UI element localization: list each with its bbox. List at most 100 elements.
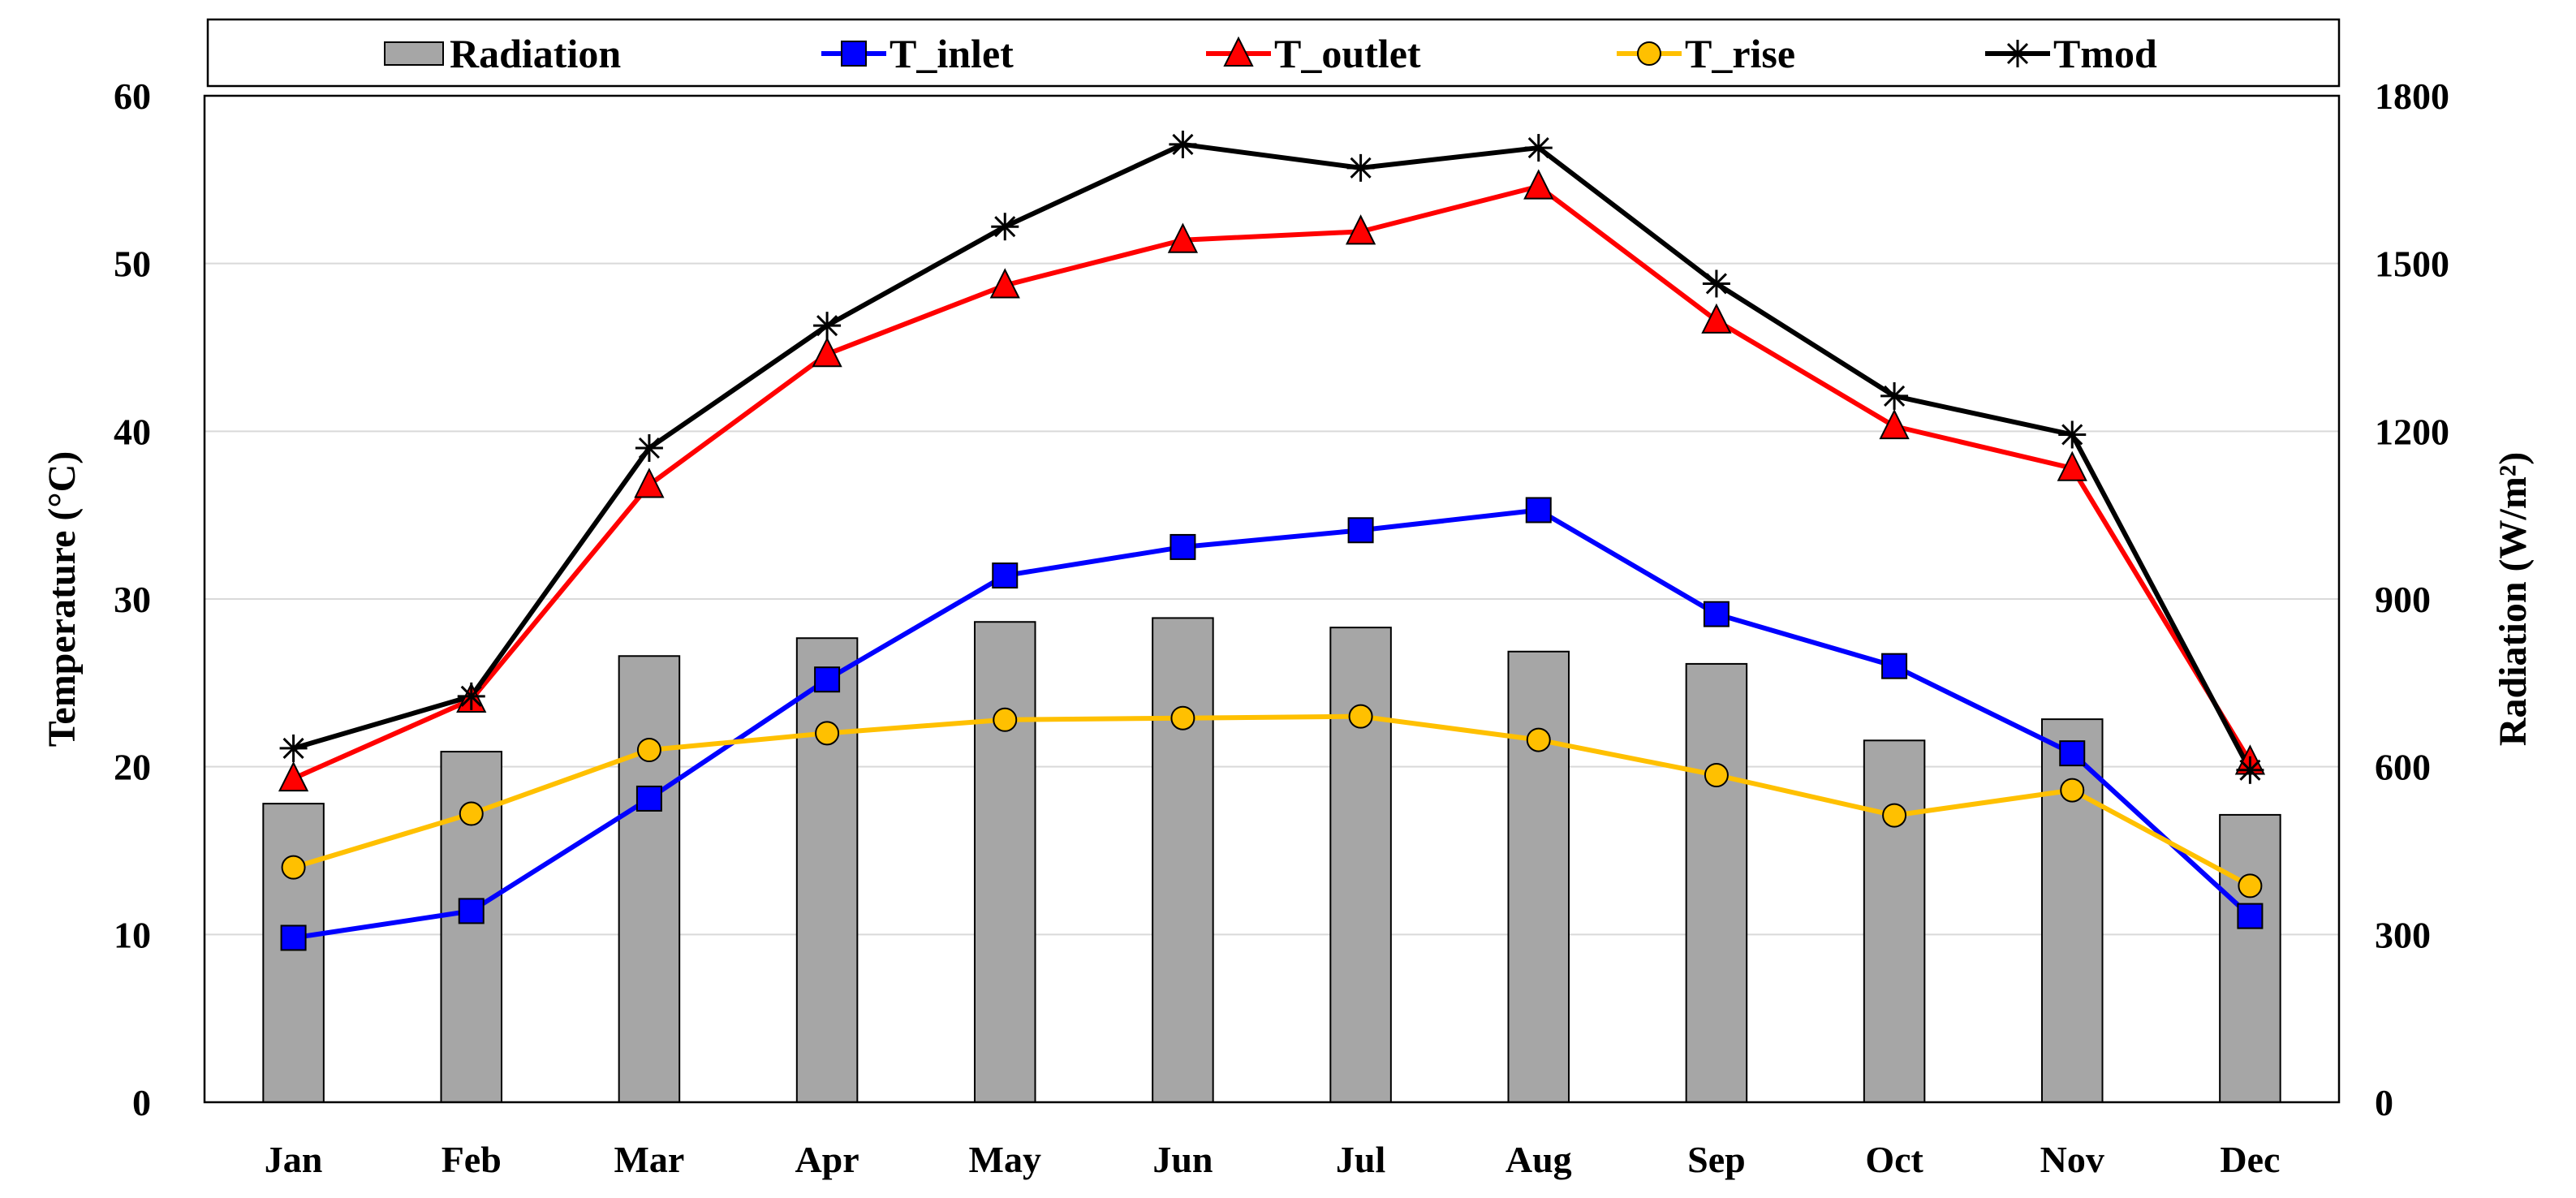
t-rise-point-may bbox=[993, 707, 1018, 732]
x-tick-label: Jan bbox=[265, 1139, 323, 1180]
x-tick-label: Jul bbox=[1336, 1139, 1385, 1180]
t-rise-point-jul bbox=[1348, 704, 1373, 729]
t-inlet-point-jul bbox=[1347, 517, 1374, 544]
temperature-lines bbox=[278, 130, 2266, 951]
t-rise-point-mar bbox=[636, 738, 661, 762]
legend-entry-radiation: Radiation bbox=[384, 31, 621, 76]
x-tick-label: Mar bbox=[614, 1139, 684, 1180]
t-outlet-point-mar bbox=[634, 468, 665, 498]
t-rise-point-aug bbox=[1526, 727, 1551, 752]
right-tick-label: 1800 bbox=[2375, 75, 2449, 117]
t-inlet-point-may bbox=[992, 562, 1019, 589]
x-tick-label: Dec bbox=[2220, 1139, 2280, 1180]
tmod-point-jul bbox=[1346, 153, 1375, 182]
t-inlet-point-jun bbox=[1170, 533, 1196, 560]
legend-entry-tmod: Tmod bbox=[1985, 31, 2157, 76]
t-rise-line bbox=[292, 713, 2251, 889]
right-tick-label: 1500 bbox=[2375, 243, 2449, 285]
x-tick-label: Aug bbox=[1506, 1139, 1572, 1180]
tmod-point-feb bbox=[457, 682, 485, 710]
t-inlet-point-nov bbox=[2059, 740, 2086, 767]
t-rise-point-dec bbox=[2238, 873, 2263, 898]
legend-entry-t-rise: T_rise bbox=[1617, 31, 1795, 76]
t-outlet-point-jun bbox=[1167, 222, 1199, 253]
radiation-bar-dec bbox=[2219, 813, 2281, 1104]
left-tick-label: 30 bbox=[114, 579, 151, 620]
right-axis-ticks: 0 300 600 900 1200 1500 1800 bbox=[2375, 75, 2449, 1123]
t-inlet-point-aug bbox=[1525, 497, 1552, 524]
right-tick-label: 600 bbox=[2375, 747, 2431, 788]
right-tick-label: 1200 bbox=[2375, 411, 2449, 452]
radiation-bar-sep bbox=[1685, 662, 1748, 1103]
t-outlet-point-oct bbox=[1879, 408, 1910, 440]
radiation-bar-jan bbox=[262, 803, 325, 1104]
radiation-bar-aug bbox=[1507, 650, 1570, 1103]
left-tick-label: 40 bbox=[114, 411, 151, 452]
t-outlet-point-jul bbox=[1345, 214, 1376, 245]
t-inlet-point-sep bbox=[1703, 601, 1730, 627]
legend-label: Tmod bbox=[2053, 31, 2157, 76]
tmod-point-oct bbox=[1880, 381, 1909, 410]
legend-marker bbox=[841, 41, 867, 67]
t-rise-point-nov bbox=[2060, 778, 2085, 803]
right-axis-title: Radiation (W/m²) bbox=[2492, 452, 2535, 746]
t-outlet-point-aug bbox=[1523, 169, 1554, 200]
legend-label: Radiation bbox=[450, 31, 621, 76]
tmod-point-apr bbox=[813, 312, 842, 340]
left-tick-label: 0 bbox=[132, 1082, 151, 1123]
t-inlet-point-apr bbox=[814, 666, 841, 693]
radiation-bar-mar bbox=[618, 655, 681, 1103]
legend-label: T_rise bbox=[1685, 31, 1795, 76]
legend-marker bbox=[1223, 36, 1254, 67]
x-tick-label: Apr bbox=[795, 1139, 859, 1180]
legend-swatch bbox=[384, 41, 444, 66]
gridlines bbox=[205, 262, 2339, 936]
radiation-bar-oct bbox=[1863, 739, 1926, 1103]
legend-marker bbox=[1637, 41, 1661, 66]
left-axis-title: Temperature (°C) bbox=[41, 451, 84, 747]
t-outlet-point-nov bbox=[2057, 450, 2087, 481]
t-inlet-point-mar bbox=[635, 785, 662, 812]
legend-box bbox=[206, 18, 2341, 88]
t-rise-point-feb bbox=[459, 801, 484, 826]
left-axis-ticks: 0 10 20 30 40 50 60 bbox=[114, 75, 151, 1123]
x-tick-label: Nov bbox=[2040, 1139, 2104, 1180]
tmod-point-sep bbox=[1702, 269, 1730, 298]
x-tick-label: Jun bbox=[1152, 1139, 1213, 1180]
left-tick-label: 50 bbox=[114, 243, 151, 285]
x-tick-label: Sep bbox=[1687, 1139, 1746, 1180]
radiation-bar-nov bbox=[2040, 718, 2104, 1103]
t-outlet-point-sep bbox=[1701, 303, 1732, 334]
legend-label: T_inlet bbox=[890, 31, 1014, 76]
plot-frame bbox=[203, 94, 2341, 1104]
t-rise-point-sep bbox=[1704, 763, 1729, 787]
legend-marker bbox=[2004, 40, 2031, 67]
radiation-bar-apr bbox=[795, 637, 859, 1103]
t-inlet-line bbox=[293, 507, 2252, 941]
tmod-point-nov bbox=[2058, 420, 2087, 449]
tmod-point-jun bbox=[1169, 130, 1197, 158]
t-inlet-point-feb bbox=[458, 898, 485, 924]
t-inlet-point-oct bbox=[1881, 653, 1908, 679]
left-tick-label: 60 bbox=[114, 75, 151, 117]
right-tick-label: 0 bbox=[2375, 1082, 2393, 1123]
t-rise-point-apr bbox=[815, 721, 840, 746]
tmod-point-mar bbox=[635, 434, 663, 462]
right-tick-label: 900 bbox=[2375, 579, 2431, 620]
left-tick-label: 10 bbox=[114, 914, 151, 955]
right-tick-label: 300 bbox=[2375, 914, 2431, 955]
t-rise-point-jun bbox=[1170, 705, 1195, 730]
tmod-line bbox=[292, 141, 2253, 772]
t-outlet-point-jan bbox=[278, 761, 309, 792]
t-outlet-line bbox=[292, 183, 2252, 781]
tmod-point-jan bbox=[279, 734, 308, 762]
radiation-bar-jul bbox=[1329, 627, 1392, 1103]
t-outlet-point-apr bbox=[812, 337, 842, 368]
t-rise-point-oct bbox=[1882, 803, 1907, 828]
x-tick-label: May bbox=[969, 1139, 1041, 1180]
legend-entry-t-inlet: T_inlet bbox=[821, 31, 1014, 76]
tmod-point-dec bbox=[2236, 756, 2264, 784]
legend-label: T_outlet bbox=[1274, 31, 1421, 76]
left-tick-label: 20 bbox=[114, 747, 151, 788]
